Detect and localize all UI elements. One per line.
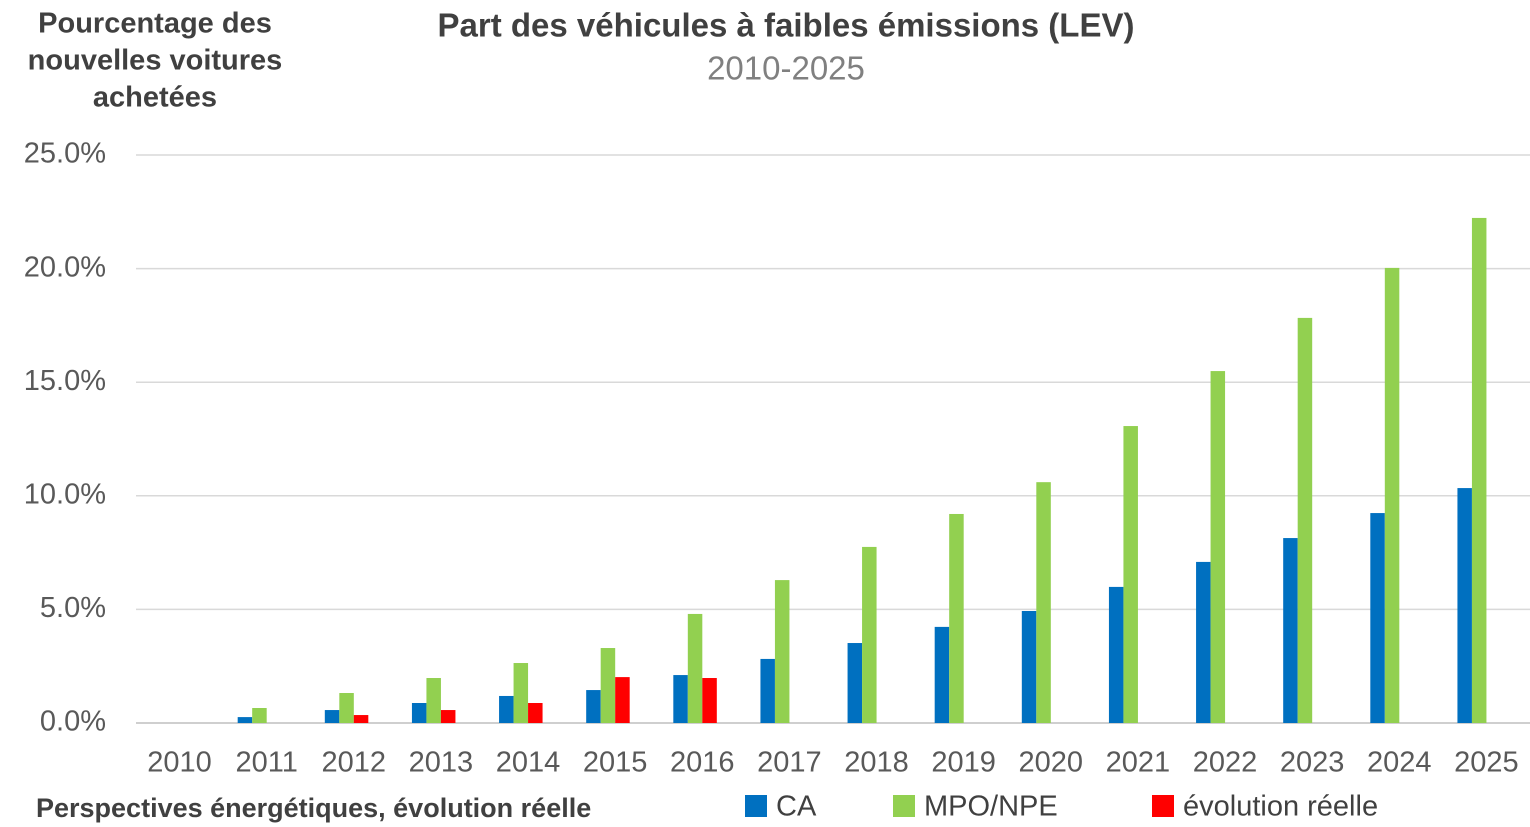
- y-tick-label: 25.0%: [24, 138, 106, 170]
- y-tick-label: 20.0%: [24, 251, 106, 283]
- bar: [1471, 217, 1487, 724]
- x-tick-label: 2019: [931, 747, 996, 779]
- legend-swatch: [893, 795, 915, 817]
- chart-title: Part des véhicules à faibles émissions (…: [438, 7, 1135, 44]
- bar: [615, 677, 630, 723]
- bar: [426, 678, 441, 723]
- bar: [513, 663, 529, 723]
- x-tick-label: 2011: [236, 747, 298, 779]
- y-axis-label: Pourcentage des: [38, 8, 272, 40]
- x-tick-label: 2021: [1106, 747, 1171, 779]
- bar: [1196, 561, 1211, 723]
- bar: [1021, 610, 1037, 723]
- y-axis-label: achetées: [93, 82, 217, 114]
- bar: [1036, 482, 1051, 723]
- x-tick-label: 2018: [844, 747, 909, 779]
- bar: [1384, 267, 1400, 723]
- x-tick-label: 2022: [1193, 747, 1258, 779]
- bar: [1457, 488, 1472, 723]
- x-tick-label: 2010: [147, 747, 212, 779]
- bar: [339, 693, 354, 723]
- x-tick-label: 2016: [670, 747, 735, 779]
- bar: [237, 717, 253, 723]
- legend-label: MPO/NPE: [924, 791, 1058, 823]
- x-tick-label: 2023: [1280, 747, 1345, 779]
- legend-label: évolution réelle: [1183, 791, 1378, 823]
- bar: [440, 710, 456, 723]
- y-axis-label: nouvelles voitures: [28, 45, 283, 77]
- bar: [1283, 538, 1298, 723]
- legend-swatch: [1152, 795, 1174, 817]
- bar: [252, 708, 267, 723]
- bar: [687, 613, 703, 723]
- x-tick-label: 2015: [583, 747, 648, 779]
- x-tick-label: 2014: [496, 747, 561, 779]
- legend-title: Perspectives énergétiques, évolution rée…: [36, 793, 591, 823]
- bar: [949, 513, 964, 723]
- y-tick-label: 10.0%: [24, 478, 106, 510]
- y-tick-label: 0.0%: [40, 706, 106, 738]
- chart-subtitle: 2010-2025: [707, 50, 865, 87]
- bar: [528, 703, 543, 723]
- bar: [847, 643, 863, 723]
- bar: [324, 710, 340, 723]
- y-tick-label: 5.0%: [40, 592, 106, 624]
- bar: [586, 690, 601, 723]
- bar: [499, 695, 514, 723]
- bar: [1370, 513, 1385, 723]
- x-tick-label: 2017: [757, 747, 822, 779]
- legend-swatch: [745, 795, 767, 817]
- x-tick-label: 2024: [1367, 747, 1432, 779]
- x-tick-label: 2013: [409, 747, 474, 779]
- y-tick-label: 15.0%: [24, 365, 106, 397]
- bar: [1108, 586, 1124, 723]
- bar: [934, 626, 950, 723]
- bar: [760, 658, 775, 723]
- bar: [600, 648, 616, 723]
- bar: [1123, 426, 1138, 723]
- bar: [411, 703, 427, 723]
- bar: [702, 678, 717, 723]
- bar: [673, 675, 688, 723]
- bar: [1210, 371, 1226, 723]
- bar: [353, 715, 369, 723]
- bar: [1297, 317, 1313, 723]
- bar: [774, 580, 790, 723]
- x-tick-label: 2025: [1454, 747, 1519, 779]
- x-tick-label: 2020: [1019, 747, 1084, 779]
- x-tick-label: 2012: [322, 747, 387, 779]
- legend-label: CA: [776, 791, 817, 823]
- bar: [862, 546, 877, 723]
